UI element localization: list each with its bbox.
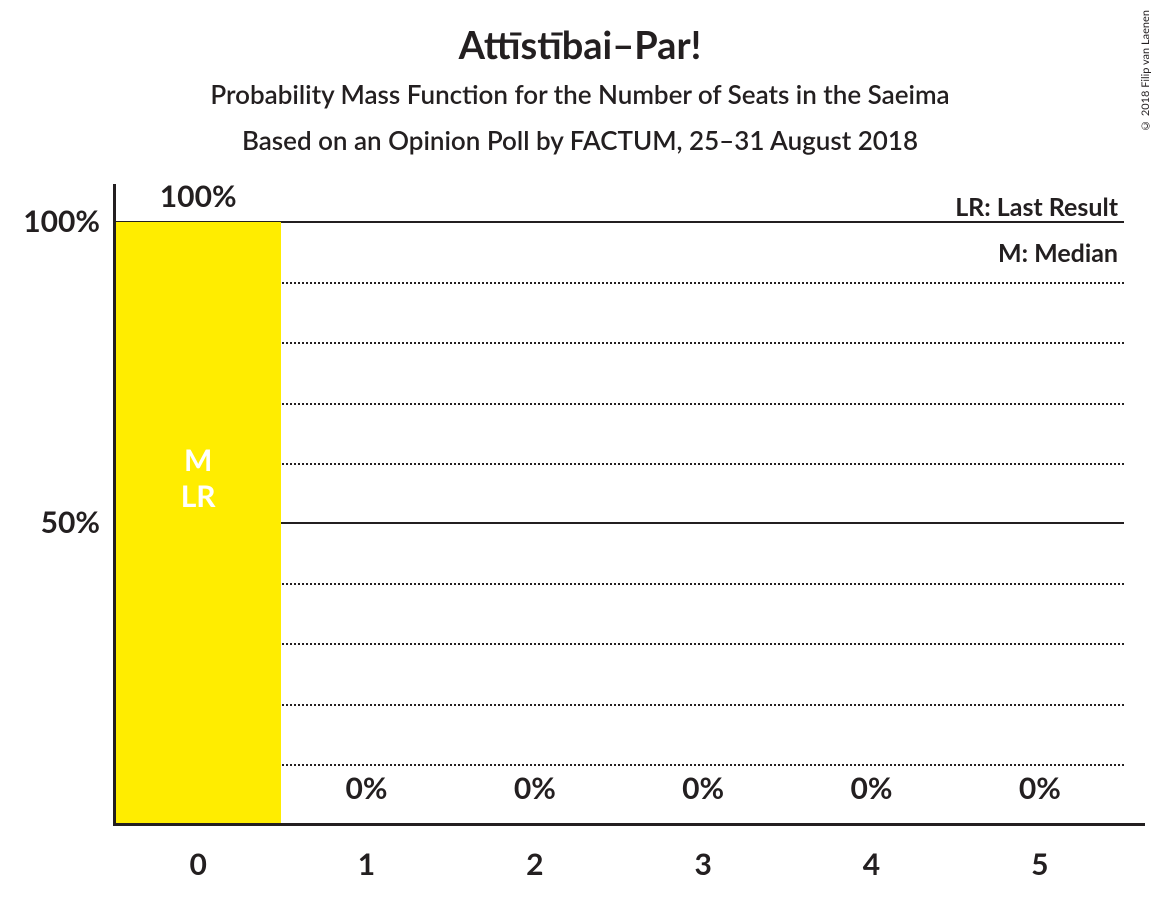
- bar-value-label: 0%: [619, 770, 787, 806]
- legend-item: M: Median: [998, 238, 1118, 268]
- bar: [116, 222, 281, 824]
- x-axis-label: 4: [787, 846, 955, 882]
- x-axis-label: 5: [956, 846, 1124, 882]
- x-axis-label: 0: [114, 846, 282, 882]
- bar-value-label: 0%: [282, 770, 450, 806]
- pmf-bar-chart: 50%100%100%0MLR0%10%20%30%40%5LR: Last R…: [114, 222, 1124, 824]
- y-axis-label: 100%: [0, 203, 100, 239]
- bar-value-label: 0%: [787, 770, 955, 806]
- y-axis: [113, 184, 116, 824]
- chart-subtitle-1: Probability Mass Function for the Number…: [0, 78, 1160, 110]
- copyright: © 2018 Filip van Laenen: [1139, 10, 1152, 132]
- x-axis-label: 3: [619, 846, 787, 882]
- bar-value-label: 0%: [956, 770, 1124, 806]
- legend-item: LR: Last Result: [955, 192, 1118, 222]
- in-bar-marker: LR: [116, 478, 281, 514]
- bar-value-label: 0%: [451, 770, 619, 806]
- x-axis: [113, 823, 1145, 826]
- x-axis-label: 2: [451, 846, 619, 882]
- x-axis-label: 1: [282, 846, 450, 882]
- chart-subtitle-2: Based on an Opinion Poll by FACTUM, 25–3…: [0, 124, 1160, 156]
- y-axis-label: 50%: [0, 504, 100, 540]
- bar-value-label: 100%: [114, 178, 282, 214]
- in-bar-marker: M: [116, 442, 281, 478]
- chart-title: Attīstībai–Par!: [0, 22, 1160, 68]
